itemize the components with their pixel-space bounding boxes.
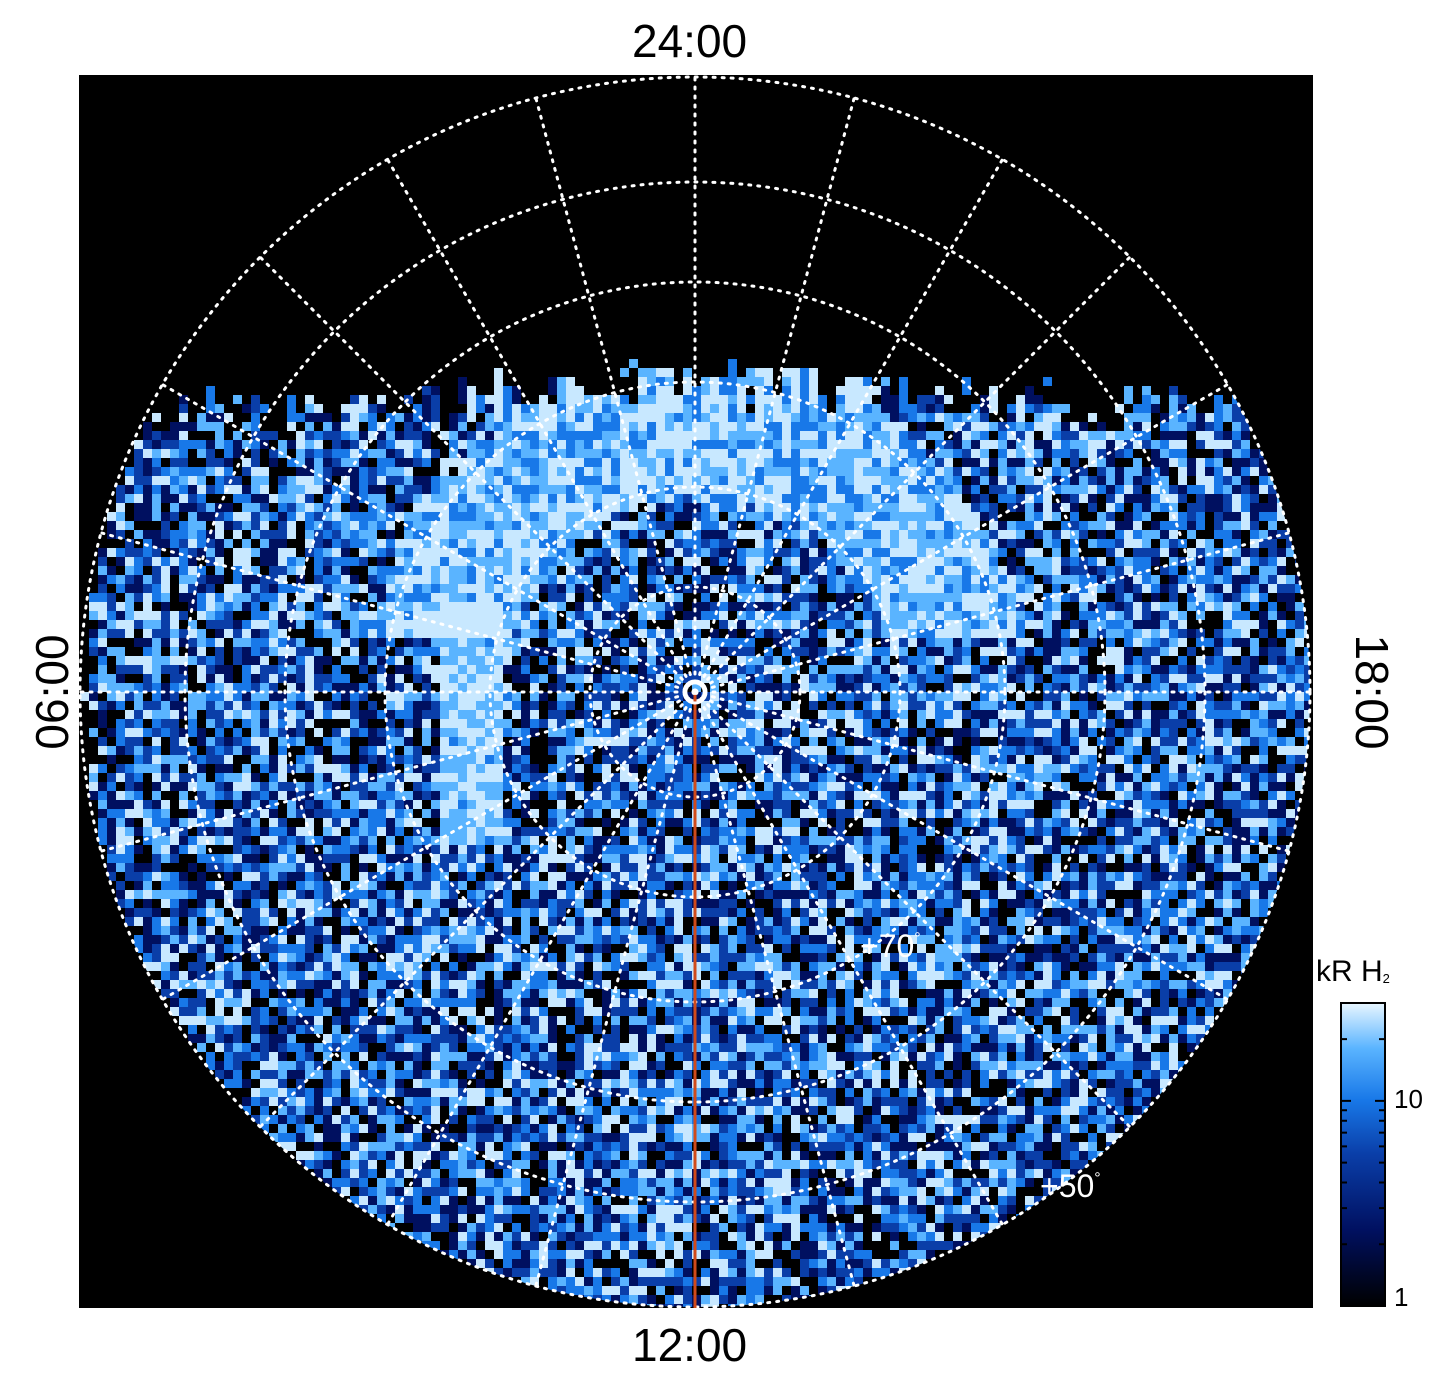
colorbar-tick-label: 1 (1394, 1282, 1408, 1313)
colorbar (1341, 1003, 1385, 1306)
pole-marker-dot-icon (692, 689, 698, 695)
local-time-label-left: 06:00 (25, 634, 79, 749)
local-time-label-right: 18:00 (1345, 634, 1399, 749)
colorbar-tick-label: 10 (1394, 1084, 1423, 1115)
local-time-label-top: 24:00 (632, 14, 747, 68)
local-time-label-bottom: 12:00 (632, 1318, 747, 1372)
colorbar-title: kR H2 (1316, 955, 1390, 989)
latitude-label-70: +70° (860, 928, 921, 965)
latitude-label-50: +50° (1040, 1168, 1101, 1205)
